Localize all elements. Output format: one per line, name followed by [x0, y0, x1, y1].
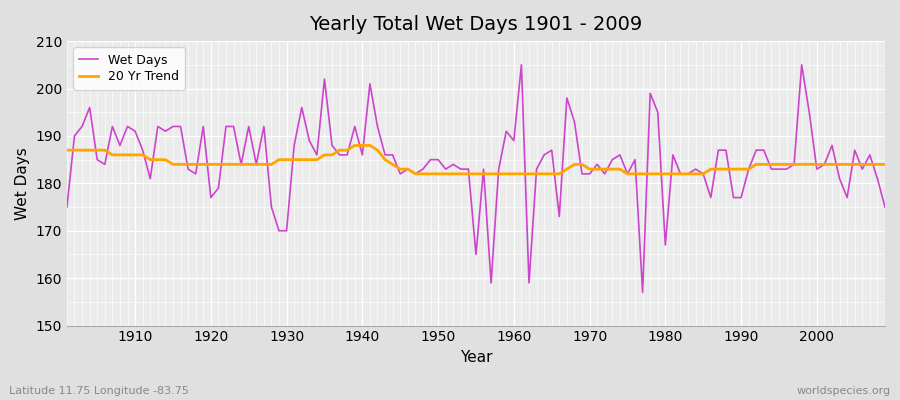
Title: Yearly Total Wet Days 1901 - 2009: Yearly Total Wet Days 1901 - 2009 — [310, 15, 643, 34]
Wet Days — [61, 205, 72, 210]
Wet Days — [289, 143, 300, 148]
Wet Days — [334, 152, 345, 157]
Wet Days — [516, 62, 526, 67]
Text: Latitude 11.75 Longitude -83.75: Latitude 11.75 Longitude -83.75 — [9, 386, 189, 396]
Y-axis label: Wet Days: Wet Days — [15, 147, 30, 220]
20 Yr Trend — [516, 172, 526, 176]
X-axis label: Year: Year — [460, 350, 492, 365]
20 Yr Trend — [879, 162, 890, 167]
Wet Days — [607, 157, 617, 162]
Text: worldspecies.org: worldspecies.org — [796, 386, 891, 396]
Wet Days — [637, 290, 648, 295]
Line: Wet Days: Wet Days — [67, 65, 885, 292]
20 Yr Trend — [289, 157, 300, 162]
Wet Days — [508, 138, 519, 143]
Wet Days — [122, 124, 133, 129]
20 Yr Trend — [615, 167, 626, 172]
20 Yr Trend — [349, 143, 360, 148]
20 Yr Trend — [61, 148, 72, 152]
Wet Days — [879, 205, 890, 210]
Line: 20 Yr Trend: 20 Yr Trend — [67, 146, 885, 174]
20 Yr Trend — [410, 172, 421, 176]
Legend: Wet Days, 20 Yr Trend: Wet Days, 20 Yr Trend — [73, 47, 185, 90]
20 Yr Trend — [122, 152, 133, 157]
Wet Days — [501, 129, 512, 134]
20 Yr Trend — [524, 172, 535, 176]
20 Yr Trend — [334, 148, 345, 152]
